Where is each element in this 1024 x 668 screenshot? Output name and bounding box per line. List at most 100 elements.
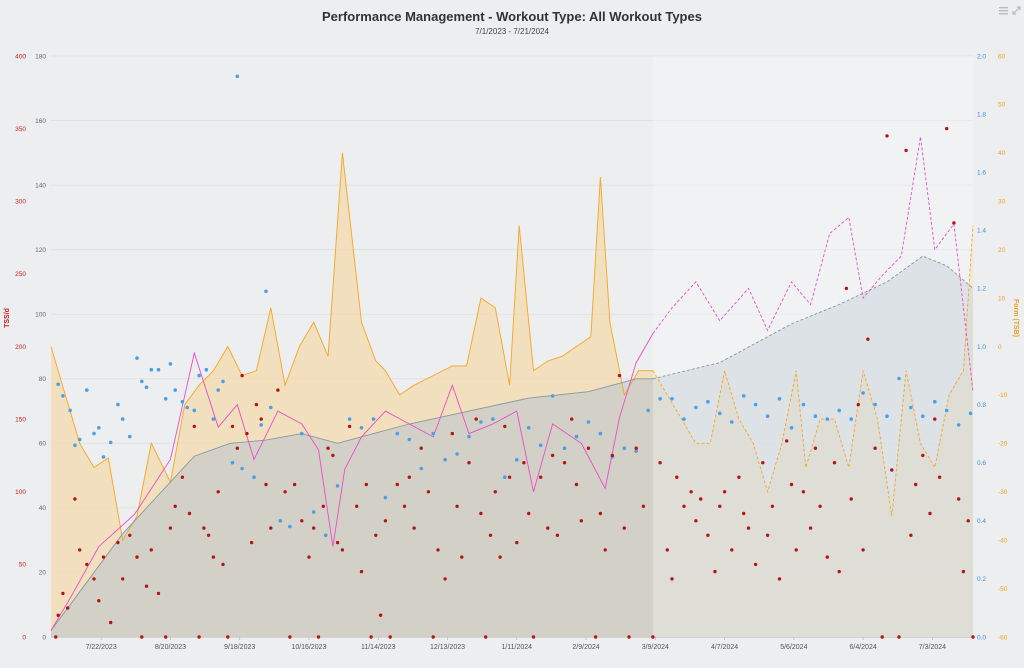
tss-point xyxy=(149,548,153,552)
tss-point xyxy=(245,431,249,436)
left-red-tick-label: 50 xyxy=(19,562,27,569)
if-point xyxy=(56,382,60,387)
right-blue-tick-label: 0.0 xyxy=(977,634,986,641)
x-tick-label: 6/4/2024 xyxy=(849,644,876,651)
tss-point xyxy=(331,453,335,458)
if-point xyxy=(634,449,638,453)
tss-point xyxy=(240,373,244,378)
if-point xyxy=(706,399,710,404)
tss-point xyxy=(109,620,113,625)
tss-point xyxy=(455,504,459,508)
if-point xyxy=(216,388,220,392)
tss-point xyxy=(904,148,908,153)
if-point xyxy=(789,426,794,430)
x-tick-label: 4/7/2024 xyxy=(711,644,738,651)
axes: 0501001502002503003504000204060801001201… xyxy=(15,53,1008,651)
if-point xyxy=(515,458,519,462)
tss-point xyxy=(570,417,574,421)
if-point xyxy=(371,417,376,421)
tss-point xyxy=(359,569,364,574)
tss-point xyxy=(488,533,493,537)
atl-line-projected xyxy=(652,136,974,392)
line-series xyxy=(50,136,974,631)
tss-point xyxy=(326,446,330,450)
tss-point xyxy=(507,475,512,479)
tss-point xyxy=(192,424,196,429)
left-red-tick-label: 350 xyxy=(15,126,26,133)
if-point xyxy=(395,431,400,436)
left-gray-tick-label: 40 xyxy=(39,505,47,512)
if-point xyxy=(311,510,316,514)
if-point xyxy=(300,431,304,436)
tsb-line xyxy=(50,152,653,542)
if-point xyxy=(116,402,120,407)
if-point xyxy=(897,376,901,381)
expand-icon[interactable] xyxy=(1012,2,1021,15)
tss-point xyxy=(479,511,483,516)
tss-point xyxy=(101,555,106,559)
tss-point xyxy=(555,533,560,537)
tss-point xyxy=(897,635,901,639)
tss-point xyxy=(269,526,273,530)
tss-point xyxy=(347,424,352,429)
if-point xyxy=(933,399,937,404)
if-point xyxy=(538,443,543,448)
if-point xyxy=(335,484,340,488)
left-gray-tick-label: 100 xyxy=(35,312,46,319)
tss-point xyxy=(443,577,447,581)
tss-point xyxy=(426,490,431,494)
tss-point xyxy=(579,519,583,523)
right-blue-tick-label: 1.4 xyxy=(977,228,986,235)
tss-point xyxy=(144,584,149,588)
if-point xyxy=(574,434,579,439)
tss-point xyxy=(527,511,531,516)
if-point xyxy=(909,405,913,410)
tss-point xyxy=(873,446,877,450)
tss-point xyxy=(164,635,168,639)
tss-point xyxy=(92,577,96,581)
right-orange-tick-label: 30 xyxy=(998,199,1006,206)
menu-icon[interactable] xyxy=(999,2,1008,15)
tss-point xyxy=(753,562,758,567)
if-point xyxy=(120,417,125,421)
if-point xyxy=(68,408,72,413)
point-series xyxy=(54,74,975,639)
x-tick-label: 11/14/2023 xyxy=(361,644,396,651)
if-point xyxy=(128,434,132,439)
tss-point xyxy=(355,504,359,508)
x-tick-label: 3/9/2024 xyxy=(642,644,669,651)
tss-point xyxy=(474,417,478,421)
if-point xyxy=(168,362,173,366)
if-point xyxy=(77,437,82,442)
if-point xyxy=(230,460,235,465)
tss-point xyxy=(374,533,378,537)
tss-point xyxy=(503,424,507,429)
if-point xyxy=(646,408,650,413)
if-point xyxy=(140,379,144,384)
tss-point xyxy=(689,490,693,494)
right-orange-tick-label: -30 xyxy=(998,489,1008,496)
if-point xyxy=(252,475,256,480)
if-point xyxy=(163,397,168,401)
if-point xyxy=(269,405,273,410)
left-red-tick-label: 0 xyxy=(22,634,26,641)
if-point xyxy=(885,414,889,419)
if-point xyxy=(467,434,471,439)
right-orange-tick-label: -10 xyxy=(998,392,1008,399)
tss-point xyxy=(777,577,782,581)
tss-point xyxy=(761,461,765,465)
tss-point xyxy=(85,562,89,567)
tss-point xyxy=(844,286,849,291)
tss-point xyxy=(307,555,311,559)
if-point xyxy=(85,388,89,392)
area-series xyxy=(51,56,973,638)
if-point xyxy=(777,397,782,401)
tss-point xyxy=(419,446,423,450)
left-red-tick-label: 400 xyxy=(15,53,26,60)
tss-point xyxy=(388,635,392,639)
if-point xyxy=(873,402,877,407)
tss-point xyxy=(718,504,722,508)
right-orange-tick-label: 40 xyxy=(998,150,1006,157)
tss-point xyxy=(97,599,101,603)
